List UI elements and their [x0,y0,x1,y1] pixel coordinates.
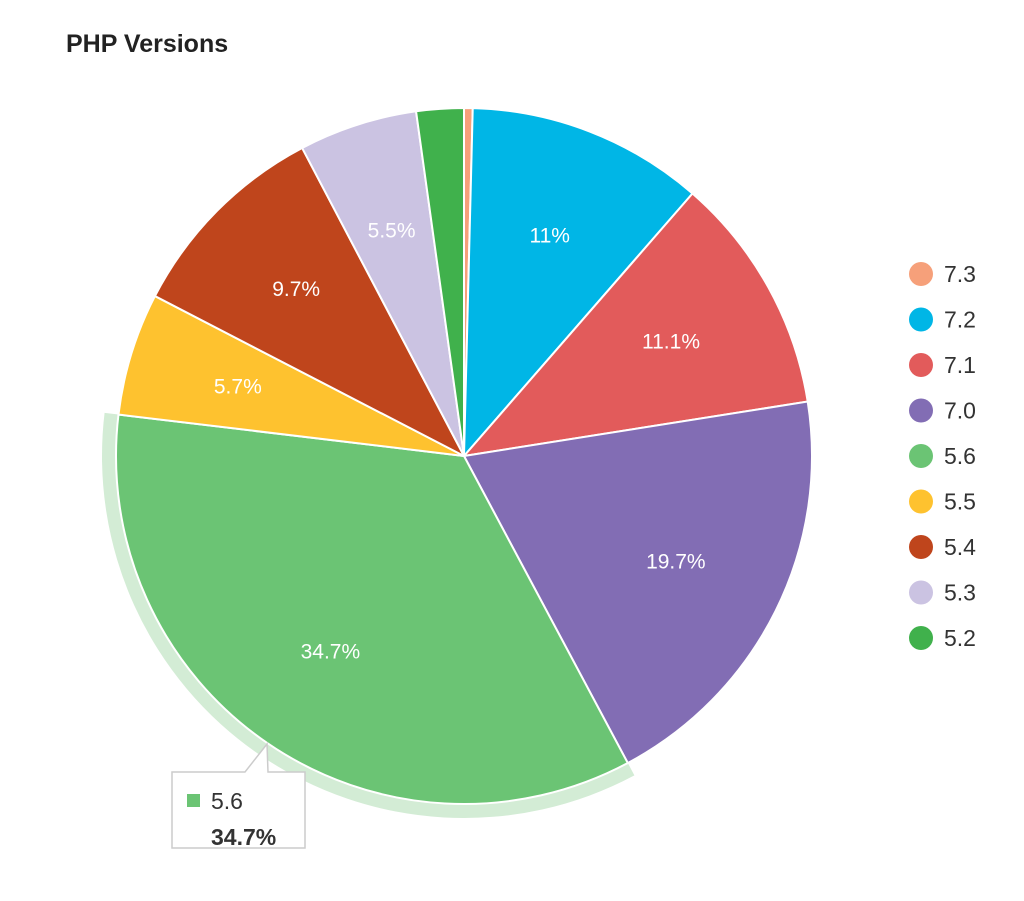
tooltip-value: 34.7% [211,824,276,850]
legend-item-5.5[interactable]: 5.5 [944,489,976,515]
legend-item-7.0[interactable]: 7.0 [944,398,976,424]
tooltip-box [171,741,306,849]
slice-label-7.2: 11% [529,224,569,247]
legend-marker-7.3 [909,262,933,286]
legend-item-5.6[interactable]: 5.6 [944,443,976,469]
slice-label-7.1: 11.1% [642,330,700,353]
legend-marker-7.1 [909,353,933,377]
legend-item-5.4[interactable]: 5.4 [944,534,976,560]
pie-slice-7.2[interactable] [462,107,694,459]
tooltip-label: 5.6 [211,788,243,814]
slice-label-7.0: 19.7% [646,550,706,573]
legend-marker-7.0 [909,398,933,423]
legend-marker-7.2 [909,307,933,332]
legend-marker-5.5 [909,489,933,514]
pie-slice-7.0[interactable] [462,400,813,765]
legend-marker-5.3 [909,580,933,605]
pie-slice-5.5[interactable] [117,294,465,457]
pie-slice-5.4[interactable] [153,146,467,459]
legend-marker-5.6 [909,444,933,468]
legend-item-5.2[interactable]: 5.2 [944,625,976,651]
slice-label-5.6: 34.7% [301,640,361,663]
legend-item-7.2[interactable]: 7.2 [944,307,976,333]
slice-label-5.5: 5.7% [214,375,262,398]
legend-marker-5.2 [909,626,933,650]
legend-marker-5.4 [909,535,933,559]
legend-item-7.3[interactable]: 7.3 [944,261,976,287]
chart-title: PHP Versions [66,30,229,58]
slice-label-5.4: 9.7% [272,278,320,301]
legend-item-5.3[interactable]: 5.3 [944,580,976,606]
legend-item-7.1[interactable]: 7.1 [944,352,976,378]
pie-slice-7.1[interactable] [461,192,809,458]
pie-slice-5.2[interactable] [414,106,465,457]
tooltip-color-swatch [187,794,200,807]
slice-label-5.3: 5.5% [368,220,416,243]
